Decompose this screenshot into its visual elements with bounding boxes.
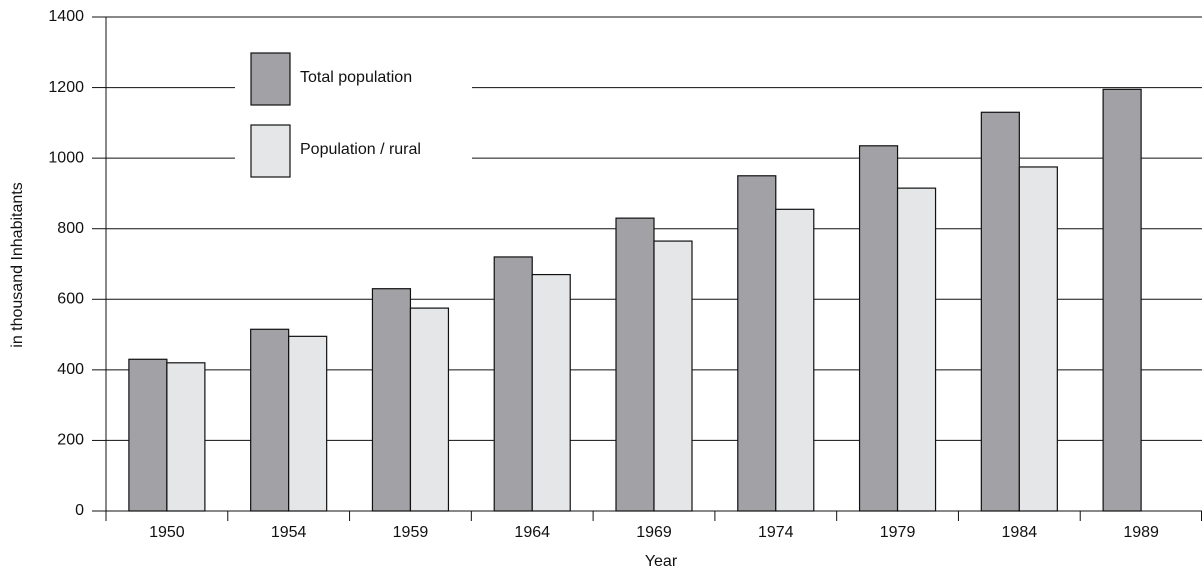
- legend-swatch: [250, 124, 291, 178]
- bar: [858, 145, 899, 512]
- bar: [896, 187, 937, 512]
- x-axis-label: Year: [645, 553, 678, 570]
- y-tick-label: 400: [57, 361, 84, 378]
- y-axis-label: in thousand Inhabitants: [9, 182, 26, 347]
- bar: [409, 307, 450, 512]
- y-tick-label: 0: [75, 502, 84, 519]
- x-tick-label: 1979: [880, 524, 916, 541]
- x-tick-label: 1969: [636, 524, 672, 541]
- bar: [615, 217, 655, 512]
- bar: [653, 240, 693, 512]
- bar: [1102, 88, 1142, 512]
- bar: [288, 335, 328, 512]
- x-tick-label: 1984: [1002, 524, 1038, 541]
- x-tick-label: 1950: [149, 524, 185, 541]
- y-tick-label: 600: [57, 291, 84, 308]
- y-tick-label: 200: [57, 432, 84, 449]
- bar: [775, 208, 815, 512]
- bar: [128, 358, 168, 512]
- legend-swatch: [250, 52, 291, 106]
- x-tick-label: 1989: [1123, 524, 1159, 541]
- bar: [737, 175, 777, 512]
- legend-label: Total population: [300, 69, 412, 86]
- bar: [250, 328, 290, 512]
- x-tick-label: 1974: [758, 524, 794, 541]
- bar: [371, 288, 412, 512]
- x-tick-label: 1954: [271, 524, 307, 541]
- bar: [166, 362, 206, 512]
- x-tick-label: 1959: [393, 524, 429, 541]
- y-tick-label: 800: [57, 220, 84, 237]
- y-tick-label: 1400: [48, 8, 84, 25]
- y-tick-label: 1200: [48, 79, 84, 96]
- y-tick-label: 1000: [48, 149, 84, 166]
- legend-label: Population / rural: [300, 141, 421, 158]
- x-tick-label: 1964: [514, 524, 550, 541]
- bar: [531, 273, 571, 512]
- bar: [1018, 166, 1058, 512]
- bar: [980, 111, 1020, 512]
- bar: [493, 256, 533, 512]
